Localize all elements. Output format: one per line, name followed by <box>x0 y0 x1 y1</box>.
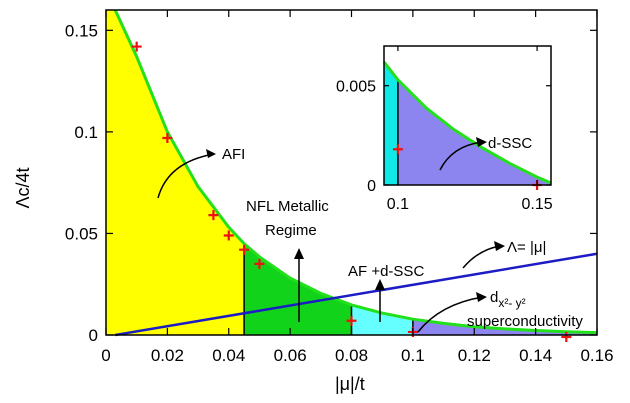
region-afi <box>106 10 244 335</box>
y-tick-label: 0.15 <box>65 21 98 40</box>
x-tick-label: 0.1 <box>387 196 409 213</box>
y-tick-label: 0.005 <box>336 79 376 96</box>
x-tick-label: 0.06 <box>274 346 307 365</box>
x-tick-label: 0.02 <box>151 346 184 365</box>
x-tick-label: 0.14 <box>519 346 552 365</box>
dwave-label: dx²- y² <box>490 289 526 310</box>
x-tick-label: 0 <box>101 346 110 365</box>
afi-arrowhead <box>206 149 216 158</box>
superconductivity-label: superconductivity <box>467 313 583 330</box>
lambda-arrowhead <box>494 241 505 251</box>
inset-plot: 0.1 0.15 0 0.005 d-SSC <box>336 46 553 213</box>
x-tick-label: 0.1 <box>401 346 425 365</box>
region-af-d-ssc <box>384 62 398 185</box>
x-tick-label: 0.12 <box>458 346 491 365</box>
y-tick-label: 0 <box>367 178 376 195</box>
x-tick-label: 0.04 <box>212 346 245 365</box>
inset-dssc-label: d-SSC <box>488 135 532 152</box>
x-axis-label: |μ|/t <box>335 374 365 394</box>
superconductivity-arrowhead <box>476 292 487 302</box>
y-tick-label: 0 <box>89 326 98 345</box>
nfl-label-line2: Regime <box>265 222 317 239</box>
af-dssc-arrowhead <box>375 279 385 290</box>
y-tick-label: 0.05 <box>65 224 98 243</box>
x-tick-label: 0.08 <box>335 346 368 365</box>
nfl-arrowhead <box>294 248 304 259</box>
region-af-d-ssc <box>352 305 413 335</box>
lambda-eq-label: Λ= |μ| <box>507 239 546 256</box>
y-tick-label: 0.1 <box>74 123 98 142</box>
x-tick-label: 0.15 <box>522 196 553 213</box>
af-dssc-label: AF +d-SSC <box>348 263 424 280</box>
x-tick-label: 0.16 <box>580 346 613 365</box>
afi-label: AFI <box>222 146 245 163</box>
lambda-arrow <box>463 246 500 268</box>
nfl-label-line1: NFL Metallic <box>246 198 329 215</box>
y-axis-label: Λc/4t <box>13 167 33 208</box>
